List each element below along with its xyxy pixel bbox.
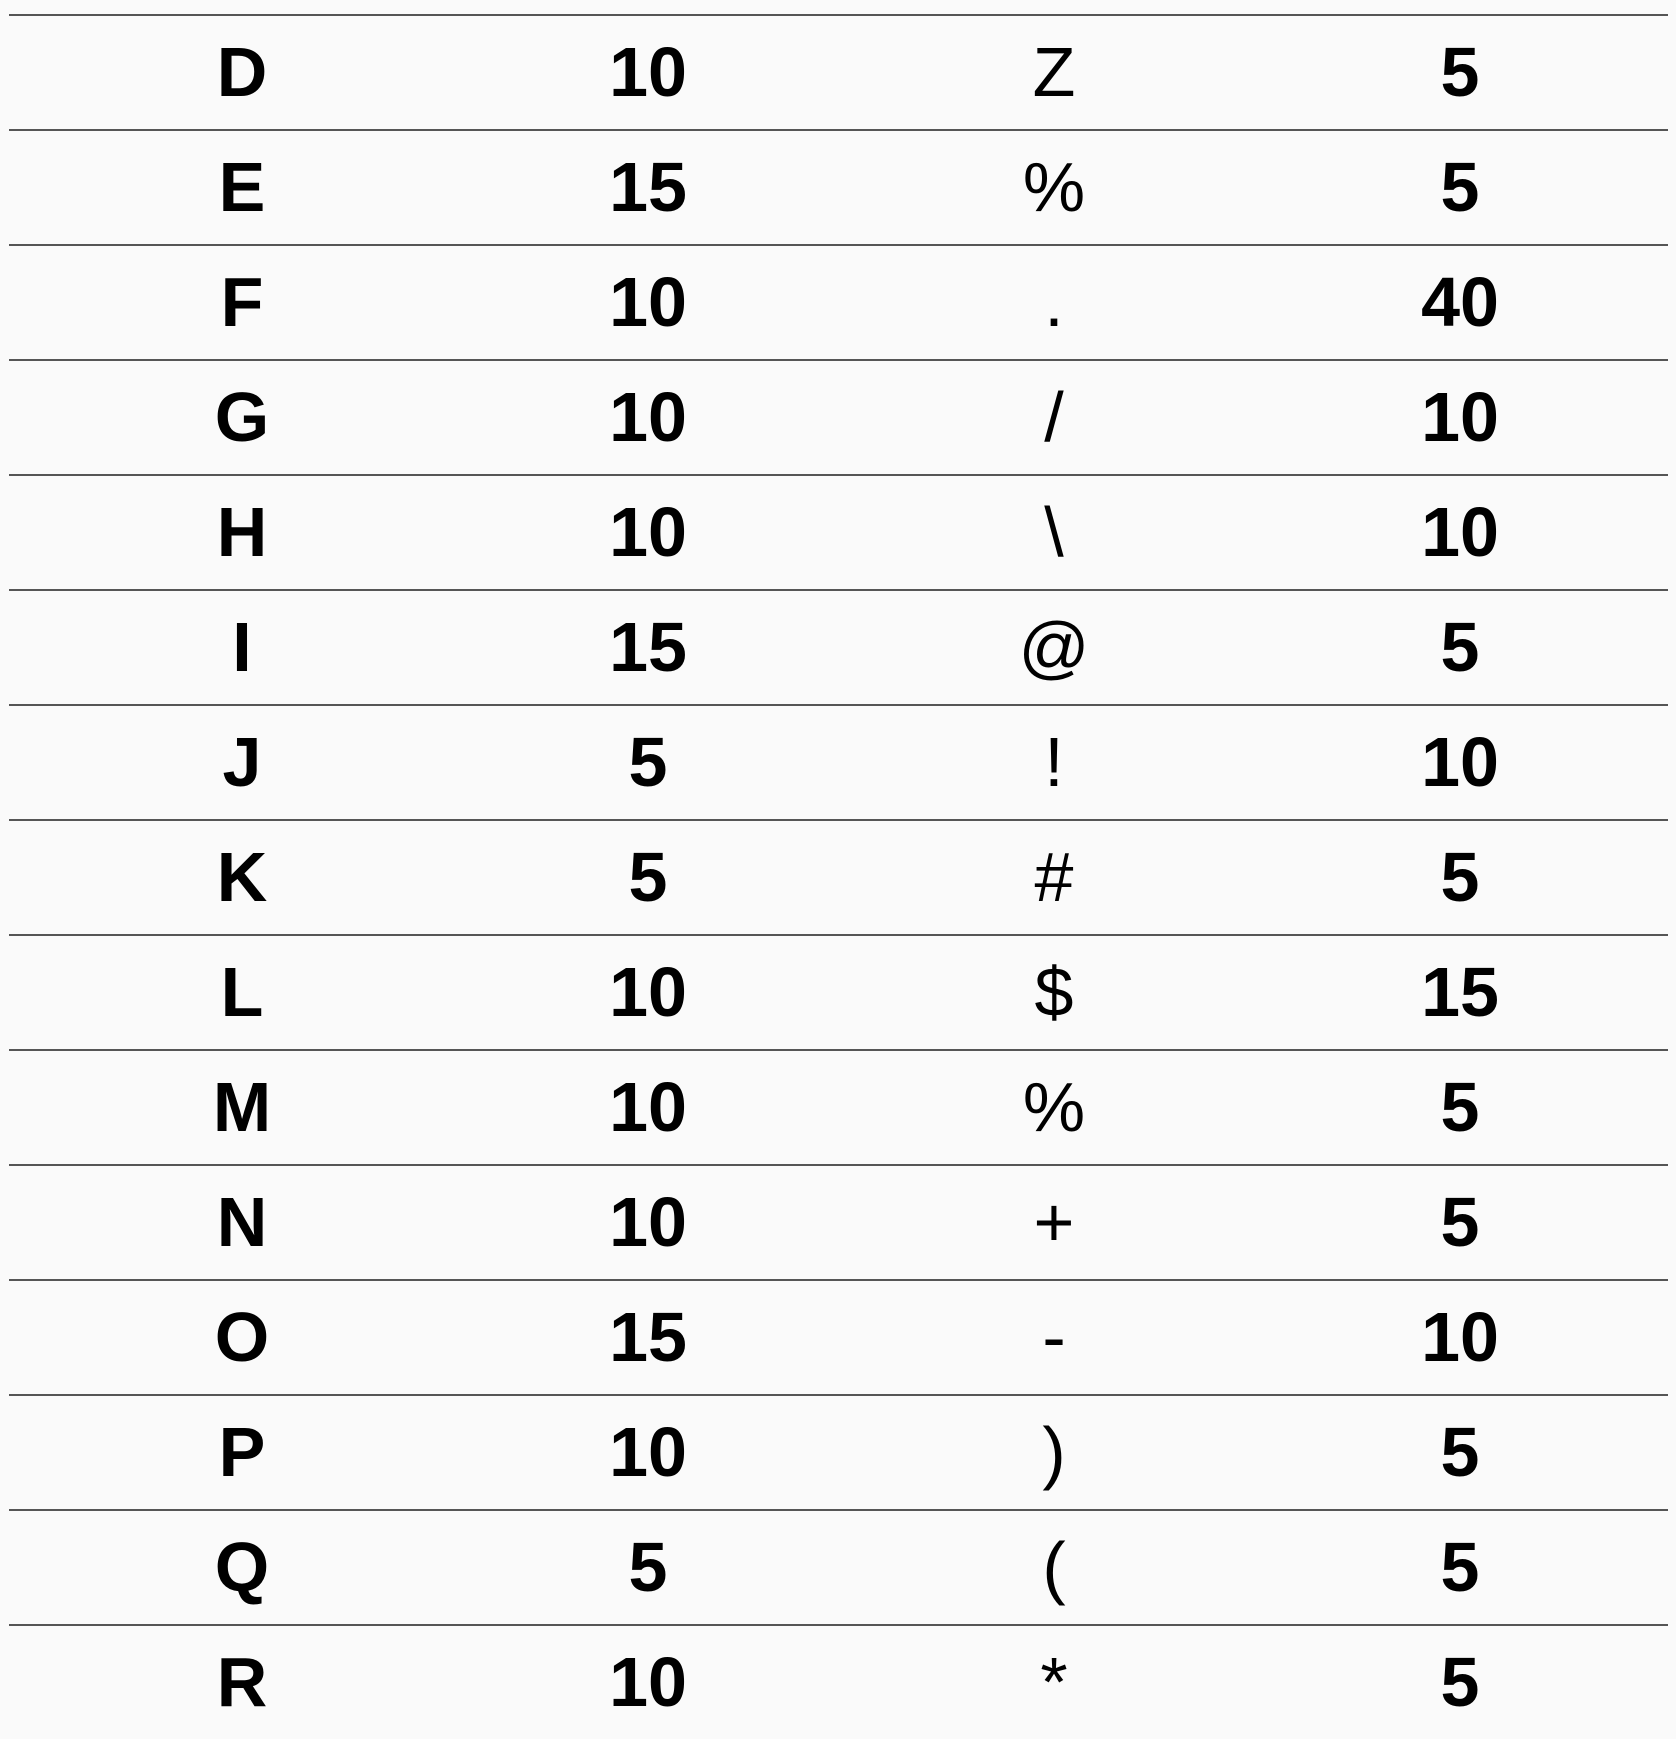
char-cell: ! xyxy=(1044,723,1064,801)
char-cell: Z xyxy=(1032,33,1076,111)
value-cell: 5 xyxy=(628,838,668,916)
char-cell: \ xyxy=(1044,493,1064,571)
value-cell: 10 xyxy=(609,953,687,1031)
char-cell: J xyxy=(222,723,262,801)
char-cell: L xyxy=(220,953,264,1031)
table-row: J 5! 10 xyxy=(9,704,1668,819)
table-row: E 15% 5 xyxy=(9,129,1668,244)
value-cell: 5 xyxy=(1440,1068,1480,1146)
table-row: R 10 * 5 xyxy=(9,1624,1668,1739)
value-cell: 10 xyxy=(1421,493,1499,571)
value-cell: 15 xyxy=(609,1298,687,1376)
value-cell: 5 xyxy=(1440,1643,1480,1721)
char-cell: / xyxy=(1044,378,1064,456)
value-cell: 15 xyxy=(1421,953,1499,1031)
value-cell: 5 xyxy=(1440,33,1480,111)
value-cell: 10 xyxy=(609,1413,687,1491)
char-cell: O xyxy=(214,1298,270,1376)
char-cell: % xyxy=(1022,1068,1086,1146)
value-cell: 10 xyxy=(609,263,687,341)
char-cell: @ xyxy=(1018,608,1090,686)
value-cell: 10 xyxy=(1421,723,1499,801)
char-cell: % xyxy=(1022,148,1086,226)
char-cell: # xyxy=(1034,838,1074,916)
char-cell: - xyxy=(1042,1298,1066,1376)
value-cell: 15 xyxy=(609,608,687,686)
char-cell: H xyxy=(216,493,268,571)
value-cell: 10 xyxy=(1421,1298,1499,1376)
value-cell: 10 xyxy=(609,33,687,111)
value-cell: 5 xyxy=(1440,1413,1480,1491)
char-cell: P xyxy=(218,1413,266,1491)
char-cell: ) xyxy=(1042,1413,1066,1491)
char-cell: Q xyxy=(214,1528,270,1606)
char-cell: I xyxy=(232,608,252,686)
table-row: P 10) 5 xyxy=(9,1394,1668,1509)
table-row: O 15 - 10 xyxy=(9,1279,1668,1394)
value-cell: 5 xyxy=(628,723,668,801)
value-cell: 10 xyxy=(609,378,687,456)
value-cell: 40 xyxy=(1421,263,1499,341)
char-cell: G xyxy=(214,378,270,456)
value-cell: 5 xyxy=(1440,608,1480,686)
value-cell: 10 xyxy=(609,1183,687,1261)
value-cell: 5 xyxy=(1440,1183,1480,1261)
value-cell: 5 xyxy=(1440,148,1480,226)
char-cell: K xyxy=(216,838,268,916)
table-row: L 10 $15 xyxy=(9,934,1668,1049)
char-cell: + xyxy=(1033,1183,1075,1261)
table-row: G 10 / 10 xyxy=(9,359,1668,474)
table-row: I 15 @5 xyxy=(9,589,1668,704)
table-row: K 5 #5 xyxy=(9,819,1668,934)
value-cell: 15 xyxy=(609,148,687,226)
value-cell: 5 xyxy=(1440,838,1480,916)
value-cell: 10 xyxy=(609,493,687,571)
char-cell: E xyxy=(218,148,266,226)
char-cell: * xyxy=(1040,1643,1068,1721)
char-cell: . xyxy=(1044,263,1064,341)
value-cell: 10 xyxy=(1421,378,1499,456)
character-value-table: D 10 Z 5 E 15% 5 F 10. 40 G 10 / 10 H 10 \ 10 I 15 @5 J 5! 10 K 5… xyxy=(9,14,1668,1739)
value-cell: 10 xyxy=(609,1643,687,1721)
char-cell: ( xyxy=(1042,1528,1066,1606)
table-row: Q 5 (5 xyxy=(9,1509,1668,1624)
char-cell: N xyxy=(216,1183,268,1261)
value-cell: 5 xyxy=(628,1528,668,1606)
char-cell: $ xyxy=(1034,953,1074,1031)
char-cell: M xyxy=(212,1068,272,1146)
table-row: M 10% 5 xyxy=(9,1049,1668,1164)
table-row: F 10. 40 xyxy=(9,244,1668,359)
table-row: N 10 +5 xyxy=(9,1164,1668,1279)
value-cell: 10 xyxy=(609,1068,687,1146)
char-cell: D xyxy=(216,33,268,111)
char-cell: R xyxy=(216,1643,268,1721)
table-row: H 10 \ 10 xyxy=(9,474,1668,589)
char-cell: F xyxy=(220,263,264,341)
value-cell: 5 xyxy=(1440,1528,1480,1606)
table-row: D 10 Z 5 xyxy=(9,14,1668,129)
